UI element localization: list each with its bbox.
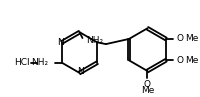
Text: NH₂: NH₂ — [86, 36, 103, 45]
Text: Me: Me — [185, 34, 199, 43]
Text: Me: Me — [141, 86, 154, 95]
Text: HCl: HCl — [14, 58, 30, 67]
Text: N: N — [58, 38, 64, 47]
Text: NH₂: NH₂ — [31, 58, 48, 67]
Text: O: O — [144, 80, 151, 89]
Text: N: N — [77, 67, 84, 76]
Text: O: O — [176, 56, 183, 65]
Text: Me: Me — [185, 56, 199, 65]
Text: O: O — [176, 34, 183, 43]
